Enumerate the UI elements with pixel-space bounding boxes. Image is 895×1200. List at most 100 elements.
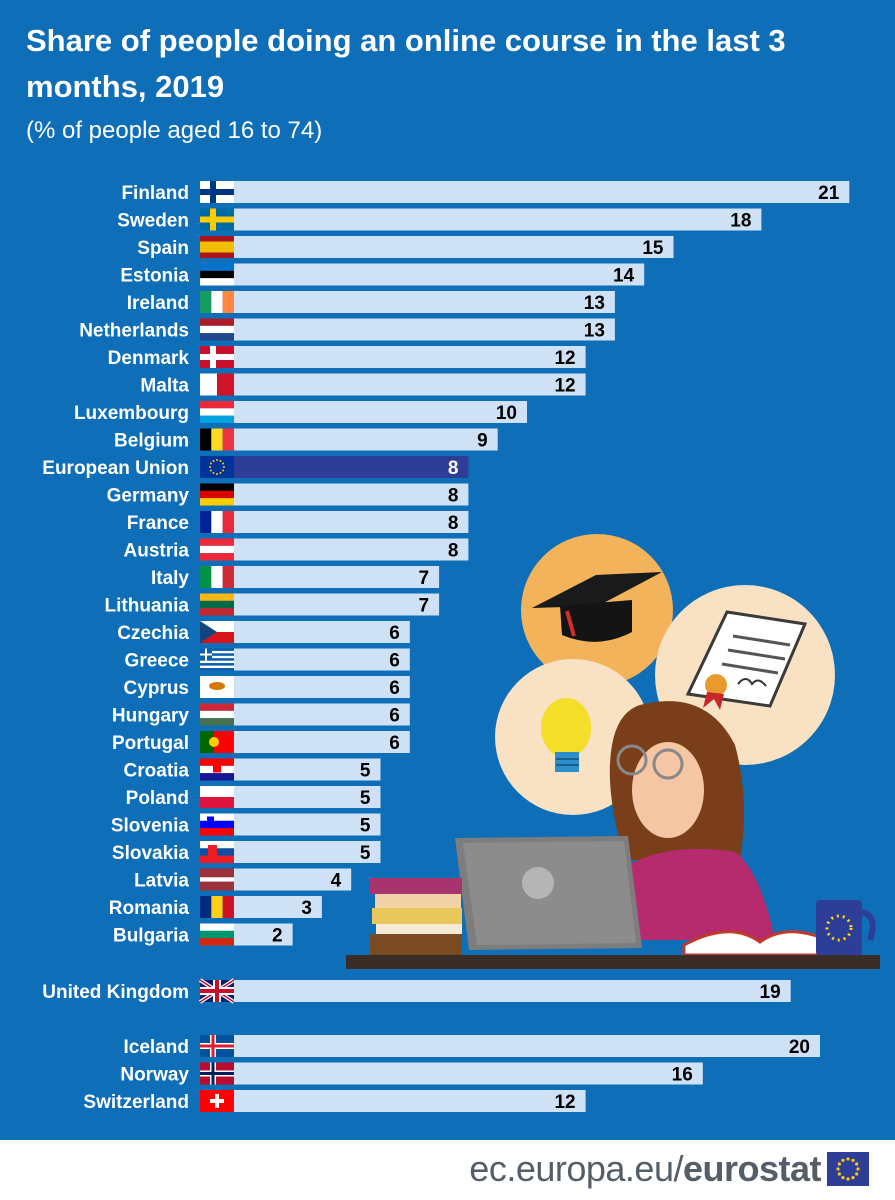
eu-star xyxy=(841,1176,845,1180)
category-label: Slovakia xyxy=(112,843,190,864)
bar-estonia xyxy=(234,263,645,286)
category-label: European Union xyxy=(42,458,189,479)
category-label: Poland xyxy=(126,788,189,809)
category-label: Czechia xyxy=(117,623,189,644)
flag-malta-icon xyxy=(200,373,234,396)
value-label: 16 xyxy=(672,1065,693,1086)
flag-switzerland-icon xyxy=(200,1090,234,1112)
bar-hungary xyxy=(234,703,410,726)
flag-spain-icon xyxy=(200,236,234,258)
bars-group: Finland 21 Sweden 18 Spain 15 Estonia 14 Ireland… xyxy=(42,181,850,1113)
flag-denmark-icon xyxy=(200,346,234,368)
flag-croatia-icon xyxy=(200,758,234,781)
flag-czechia-icon xyxy=(200,621,234,643)
category-label: Ireland xyxy=(127,293,189,314)
value-label: 10 xyxy=(496,403,517,424)
category-label: Iceland xyxy=(124,1037,189,1058)
flag-greece-icon xyxy=(200,648,234,671)
bar-italy xyxy=(234,566,440,588)
category-label: Bulgaria xyxy=(113,926,189,947)
flag-luxembourg-icon xyxy=(200,401,234,423)
eu-star xyxy=(851,1158,855,1162)
value-label: 2 xyxy=(272,926,283,947)
footer: ec.europa.eu/eurostat xyxy=(0,1140,895,1200)
flag-finland-icon xyxy=(200,181,234,203)
eu-star xyxy=(855,1162,859,1166)
flag-austria-icon xyxy=(200,538,234,561)
graduation-cap-icon xyxy=(521,534,673,686)
category-label: Switzerland xyxy=(83,1092,189,1113)
footer-url[interactable]: ec.europa.eu/eurostat xyxy=(469,1148,821,1190)
bar-european-union xyxy=(234,456,469,478)
flag-poland-icon xyxy=(200,786,234,808)
bar-romania xyxy=(234,896,322,918)
category-label: Denmark xyxy=(108,348,190,369)
eu-star xyxy=(837,1162,841,1166)
value-label: 12 xyxy=(554,376,575,397)
value-label: 12 xyxy=(554,1092,575,1113)
value-label: 7 xyxy=(419,568,430,589)
bar-germany xyxy=(234,483,469,506)
category-label: Latvia xyxy=(134,871,189,892)
eu-star xyxy=(841,1158,845,1162)
category-label: Cyprus xyxy=(124,678,189,699)
category-label: Norway xyxy=(120,1065,189,1086)
flag-hungary-icon xyxy=(200,703,234,726)
bar-chart: Finland 21 Sweden 18 Spain 15 Estonia 14 Ireland… xyxy=(42,181,880,1113)
chart-title: Share of people doing an online course i… xyxy=(26,23,786,104)
value-label: 6 xyxy=(389,706,400,727)
category-label: Romania xyxy=(109,898,190,919)
value-label: 6 xyxy=(389,678,400,699)
bar-norway xyxy=(234,1062,703,1085)
value-label: 6 xyxy=(389,651,400,672)
category-label: Spain xyxy=(137,238,189,259)
value-label: 5 xyxy=(360,788,371,809)
chart-subtitle: (% of people aged 16 to 74) xyxy=(26,117,323,144)
category-label: Malta xyxy=(140,376,189,397)
bar-ireland xyxy=(234,291,615,313)
category-label: Luxembourg xyxy=(74,403,189,424)
flag-romania-icon xyxy=(200,896,234,918)
bar-portugal xyxy=(234,731,410,753)
value-label: 13 xyxy=(584,321,605,342)
value-label: 15 xyxy=(642,238,664,259)
eu-star xyxy=(851,1176,855,1180)
bar-slovakia xyxy=(234,841,381,863)
eu-star xyxy=(836,1167,840,1171)
bar-france xyxy=(234,511,469,533)
category-label: Croatia xyxy=(124,761,190,782)
category-label: Germany xyxy=(107,486,190,507)
category-label: Portugal xyxy=(112,733,189,754)
value-label: 5 xyxy=(360,816,371,837)
category-label: Lithuania xyxy=(105,596,190,617)
bar-czechia xyxy=(234,621,410,643)
category-label: United Kingdom xyxy=(42,982,189,1003)
flag-bulgaria-icon xyxy=(200,923,234,946)
value-label: 8 xyxy=(448,513,459,534)
flag-slovakia-icon xyxy=(200,841,234,863)
value-label: 21 xyxy=(818,183,840,204)
value-label: 19 xyxy=(760,982,781,1003)
flag-united-kingdom-icon xyxy=(198,978,236,1004)
flag-cyprus-icon xyxy=(200,676,234,698)
eu-star xyxy=(846,1157,850,1161)
flag-belgium-icon xyxy=(200,428,234,451)
bar-greece xyxy=(234,648,410,671)
bar-iceland xyxy=(234,1035,820,1057)
bar-luxembourg xyxy=(234,401,527,423)
category-label: Italy xyxy=(151,568,189,589)
bar-finland xyxy=(234,181,850,203)
bar-bulgaria xyxy=(234,923,293,946)
value-label: 8 xyxy=(448,541,459,562)
value-label: 8 xyxy=(448,458,459,479)
footer-site: ec.europa.eu/ xyxy=(469,1148,683,1189)
eu-star xyxy=(846,1177,850,1181)
bar-netherlands xyxy=(234,318,615,341)
value-label: 18 xyxy=(730,211,751,232)
desk xyxy=(346,955,880,969)
value-label: 9 xyxy=(477,431,488,452)
eu-mug-icon xyxy=(816,900,876,956)
eu-star xyxy=(837,1172,841,1176)
value-label: 3 xyxy=(301,898,312,919)
value-label: 8 xyxy=(448,486,459,507)
